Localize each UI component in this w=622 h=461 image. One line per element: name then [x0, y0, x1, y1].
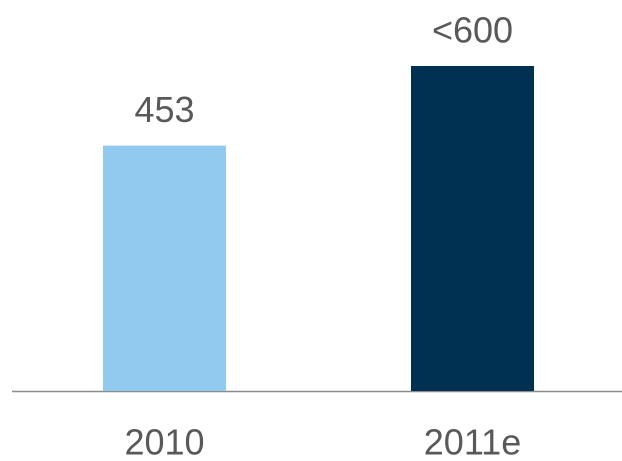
- value-label: 453: [134, 89, 194, 130]
- bar: [411, 66, 534, 391]
- bar: [103, 145, 226, 391]
- x-tick-label: 2010: [124, 422, 204, 461]
- value-label: <600: [432, 10, 513, 51]
- x-tick-label: 2011e: [424, 422, 521, 461]
